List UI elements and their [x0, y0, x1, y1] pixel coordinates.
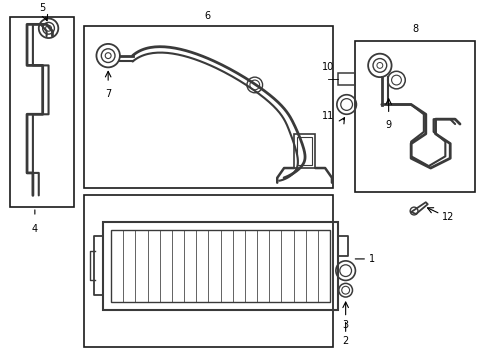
Bar: [293, 134, 315, 168]
Text: 3: 3: [342, 320, 348, 329]
Text: 4: 4: [32, 224, 38, 234]
Text: 11: 11: [321, 111, 333, 121]
Text: 9: 9: [385, 120, 391, 130]
Bar: [83, 26, 332, 188]
Text: 12: 12: [442, 212, 454, 222]
Text: 5: 5: [40, 3, 46, 13]
Bar: [83, 195, 332, 347]
Text: 7: 7: [105, 89, 111, 99]
Text: 10: 10: [321, 62, 333, 72]
Text: 6: 6: [204, 12, 210, 22]
Text: 1: 1: [368, 254, 374, 264]
Bar: [10, 17, 74, 207]
Bar: [355, 41, 474, 193]
Bar: [337, 73, 355, 85]
Text: 8: 8: [411, 24, 417, 34]
Text: 2: 2: [342, 336, 348, 346]
Bar: [296, 137, 312, 165]
